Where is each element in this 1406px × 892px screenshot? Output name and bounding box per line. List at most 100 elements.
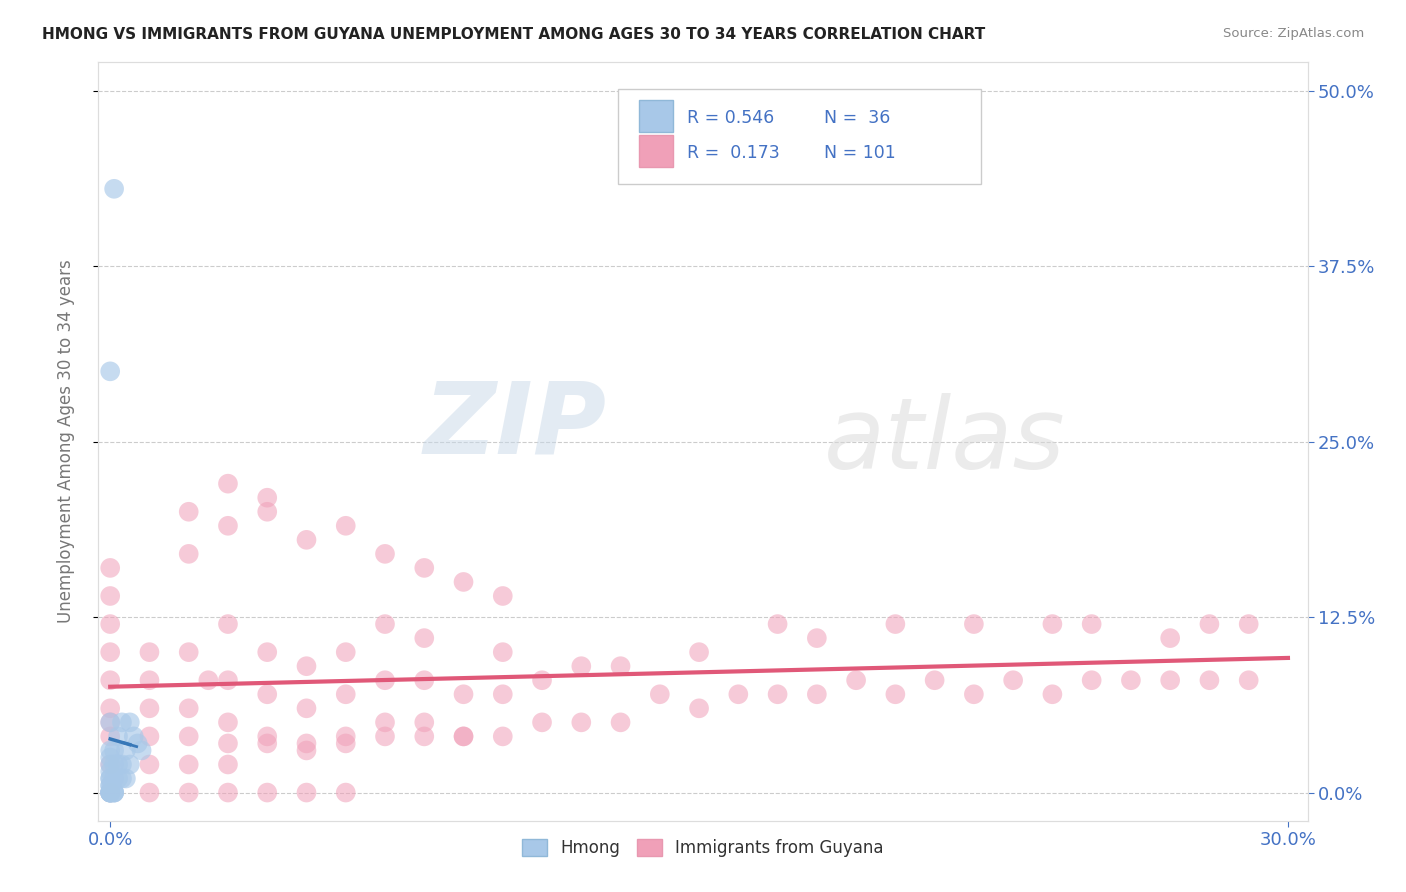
Point <box>98 786 121 800</box>
Point <box>453 574 475 589</box>
Y-axis label: Unemployment Among Ages 30 to 34 years: Unemployment Among Ages 30 to 34 years <box>56 260 75 624</box>
Point <box>884 617 907 632</box>
Point <box>884 687 907 701</box>
Point <box>131 743 153 757</box>
Point <box>177 645 200 659</box>
Point <box>103 757 125 772</box>
Point <box>1237 673 1260 688</box>
Point <box>115 772 138 786</box>
Point <box>98 786 121 800</box>
Point <box>98 673 121 688</box>
Point <box>98 743 121 757</box>
Point <box>374 730 396 744</box>
Point <box>256 491 278 505</box>
Point <box>111 715 134 730</box>
Point <box>531 715 554 730</box>
Point <box>98 779 121 793</box>
Point <box>1119 673 1142 688</box>
Point <box>531 673 554 688</box>
Text: ZIP: ZIP <box>423 378 606 475</box>
Point <box>103 786 125 800</box>
Point <box>374 673 396 688</box>
Point <box>295 786 318 800</box>
Point <box>217 757 239 772</box>
Point <box>295 701 318 715</box>
Point <box>1198 617 1220 632</box>
FancyBboxPatch shape <box>619 89 981 184</box>
Point <box>295 533 318 547</box>
Point <box>98 730 121 744</box>
Point <box>1080 617 1102 632</box>
Point <box>127 736 149 750</box>
Point <box>492 589 515 603</box>
Point <box>963 617 986 632</box>
Point <box>569 715 592 730</box>
Point <box>1042 687 1064 701</box>
Point <box>1080 673 1102 688</box>
Point <box>1198 673 1220 688</box>
Point <box>107 772 129 786</box>
Point <box>413 730 436 744</box>
Point <box>98 364 121 378</box>
Point <box>177 547 200 561</box>
Point <box>1159 631 1181 645</box>
Point <box>335 786 357 800</box>
Point <box>118 715 141 730</box>
Point <box>492 645 515 659</box>
Text: Source: ZipAtlas.com: Source: ZipAtlas.com <box>1223 27 1364 40</box>
Point <box>335 518 357 533</box>
Point <box>98 786 121 800</box>
Point <box>256 736 278 750</box>
Point <box>98 772 121 786</box>
Point <box>107 730 129 744</box>
Point <box>453 687 475 701</box>
Point <box>688 645 710 659</box>
Text: R = 0.546: R = 0.546 <box>688 110 775 128</box>
Point <box>335 736 357 750</box>
Point <box>197 673 219 688</box>
Point <box>103 743 125 757</box>
Point <box>374 715 396 730</box>
Point <box>217 476 239 491</box>
Point <box>413 673 436 688</box>
Point <box>98 772 121 786</box>
Point <box>217 715 239 730</box>
Point <box>177 730 200 744</box>
Point <box>98 786 121 800</box>
Point <box>107 757 129 772</box>
Point <box>335 645 357 659</box>
Point <box>103 786 125 800</box>
Point <box>103 772 125 786</box>
Point <box>688 701 710 715</box>
Point <box>963 687 986 701</box>
Point <box>256 505 278 519</box>
Point <box>256 645 278 659</box>
Point <box>374 547 396 561</box>
Point <box>177 786 200 800</box>
Point <box>924 673 946 688</box>
Point <box>766 617 789 632</box>
Point <box>845 673 868 688</box>
Point <box>295 743 318 757</box>
Point <box>111 757 134 772</box>
Point <box>115 743 138 757</box>
Text: atlas: atlas <box>824 393 1066 490</box>
Point <box>98 786 121 800</box>
Point <box>138 786 160 800</box>
Text: N =  36: N = 36 <box>824 110 890 128</box>
Text: HMONG VS IMMIGRANTS FROM GUYANA UNEMPLOYMENT AMONG AGES 30 TO 34 YEARS CORRELATI: HMONG VS IMMIGRANTS FROM GUYANA UNEMPLOY… <box>42 27 986 42</box>
Point <box>103 182 125 196</box>
Point <box>335 730 357 744</box>
Text: R =  0.173: R = 0.173 <box>688 145 780 162</box>
Point <box>138 645 160 659</box>
Point <box>413 631 436 645</box>
Point <box>98 645 121 659</box>
Point <box>453 730 475 744</box>
Point <box>413 715 436 730</box>
Point <box>98 750 121 764</box>
Point <box>98 617 121 632</box>
Point <box>727 687 749 701</box>
Point <box>335 687 357 701</box>
Point <box>217 736 239 750</box>
Point <box>256 687 278 701</box>
